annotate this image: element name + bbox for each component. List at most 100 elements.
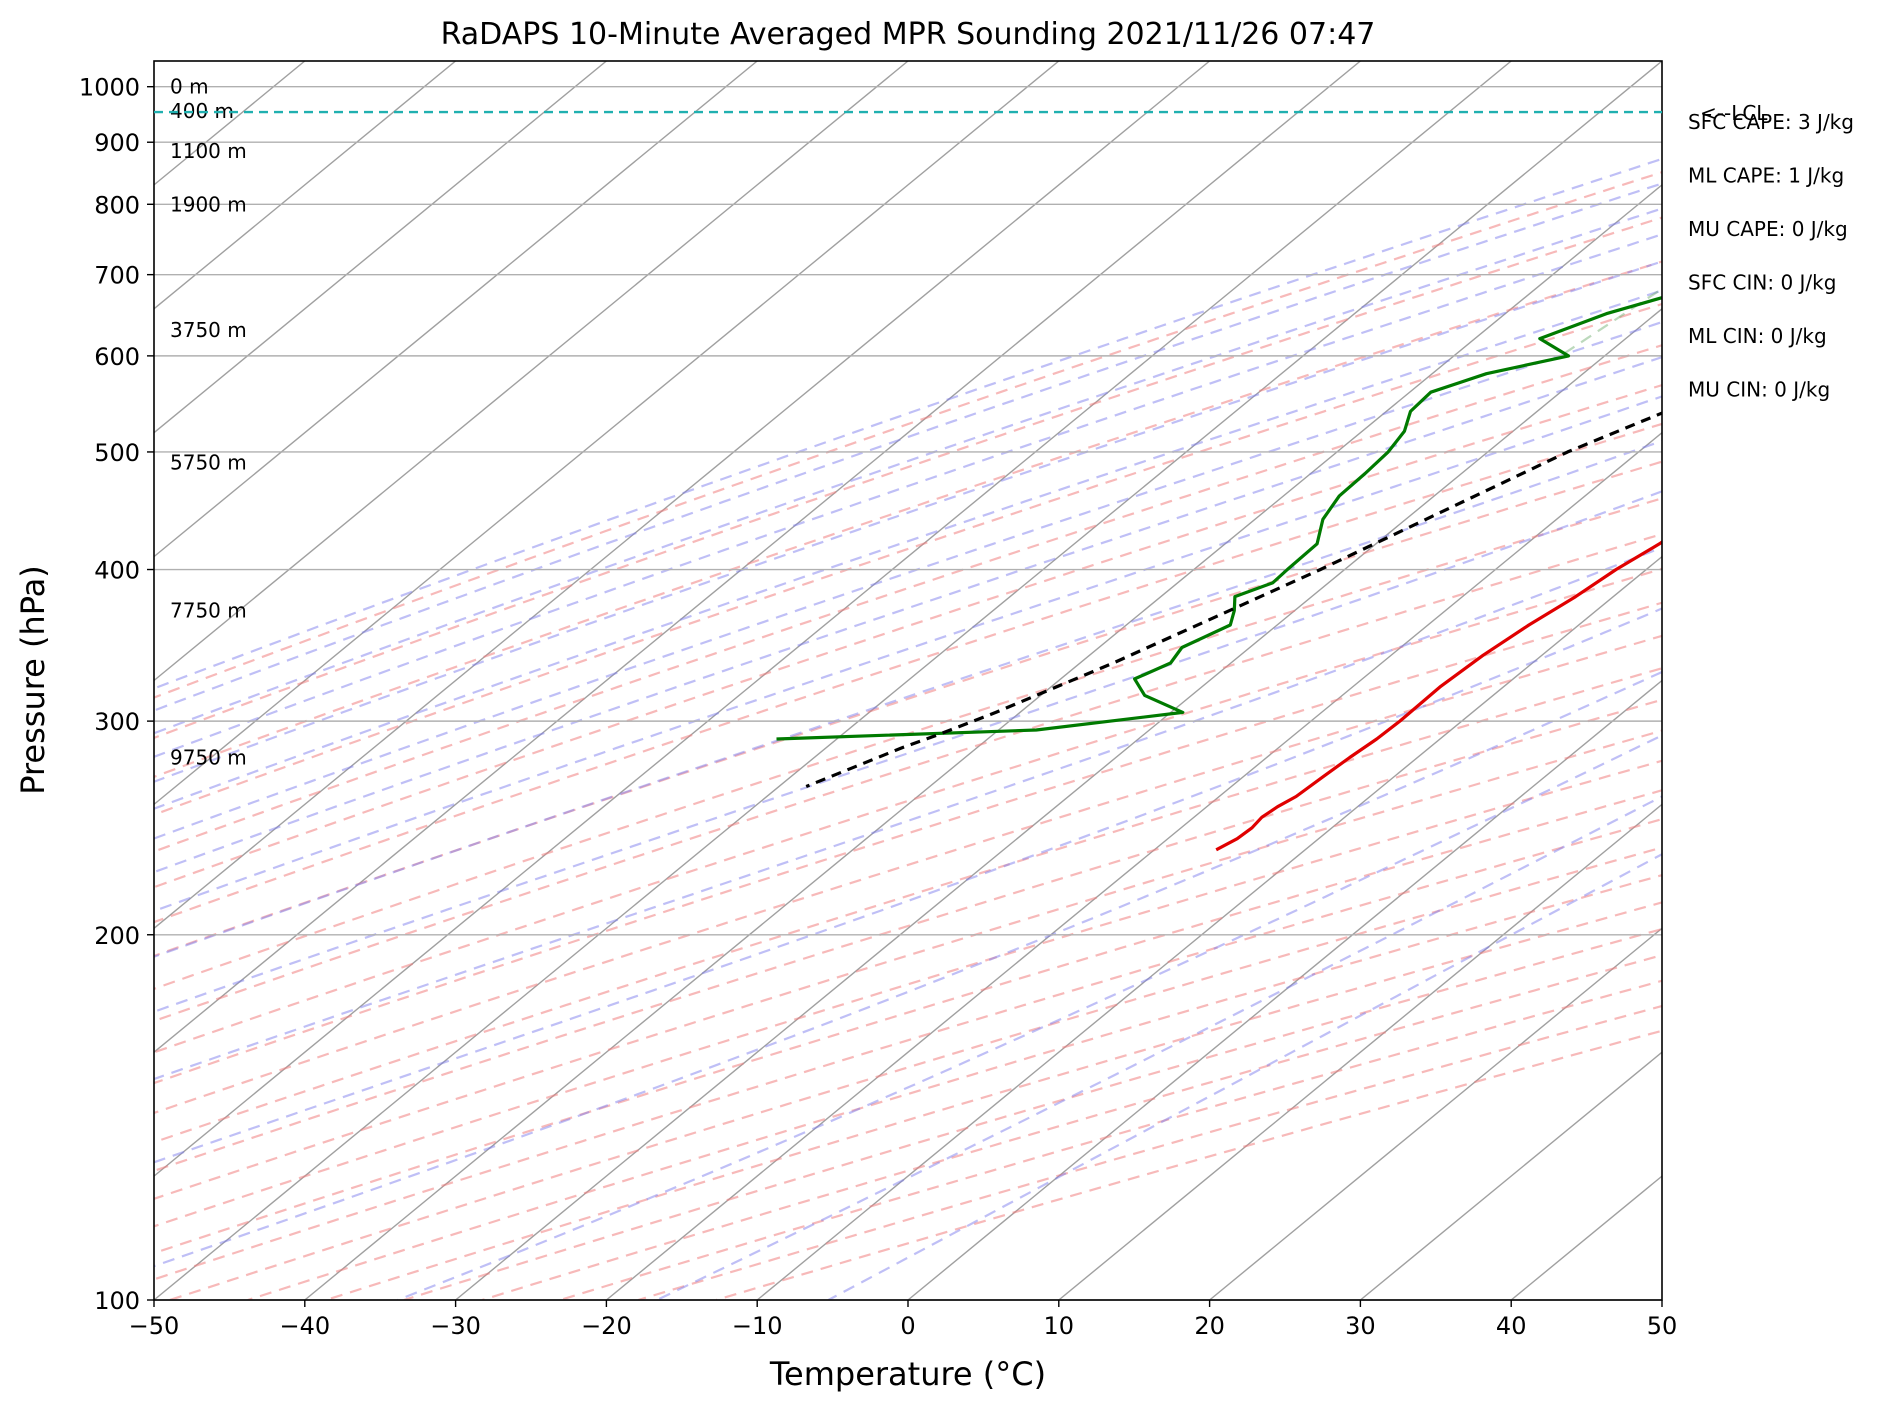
y-tick-label: 500 [94, 439, 140, 467]
dry-adiabat [715, 1029, 1662, 1300]
isotherm [1813, 61, 1882, 1300]
dry-adiabat [559, 979, 1662, 1300]
x-tick-label: 0 [900, 1312, 915, 1340]
isotherm [1661, 1299, 1662, 1300]
x-tick-label: −30 [430, 1312, 481, 1340]
height-label: 3750 m [170, 318, 247, 342]
chart-title: RaDAPS 10-Minute Averaged MPR Sounding 2… [441, 17, 1376, 52]
dry-adiabat [154, 497, 1662, 991]
dry-adiabat [154, 422, 1662, 924]
dry-adiabat [481, 954, 1662, 1300]
y-tick-label: 300 [94, 708, 140, 736]
x-tick-label: −50 [129, 1312, 180, 1340]
parcel-profile [805, 411, 1662, 788]
height-label: 1100 m [170, 139, 247, 163]
dry-adiabat [154, 302, 1662, 816]
x-tick-label: −40 [279, 1312, 330, 1340]
moist-adiabat [154, 670, 1662, 1268]
background-lines [0, 61, 1882, 1300]
y-tick-label: 900 [94, 129, 140, 157]
height-label: 7750 m [170, 599, 247, 623]
dry-adiabat [154, 532, 1662, 1023]
moist-adiabat [154, 439, 1662, 958]
dry-adiabat [403, 927, 1662, 1300]
index-value: SFC CIN: 0 J/kg [1688, 271, 1836, 295]
isotherm [0, 61, 3, 1300]
dry-adiabat [637, 1004, 1662, 1300]
x-tick-label: 40 [1496, 1312, 1527, 1340]
moist-adiabat [154, 490, 1662, 1013]
moist-adiabat [154, 607, 1662, 1164]
profiles [776, 295, 1662, 852]
x-tick-label: 10 [1044, 1312, 1075, 1340]
lcl-label: <--LCL [1700, 101, 1768, 125]
index-value: MU CAPE: 0 J/kg [1688, 217, 1848, 241]
height-label: 0 m [170, 75, 209, 99]
isotherm [154, 61, 1361, 1054]
dry-adiabat [169, 846, 1662, 1300]
index-value: SFC CAPE: 3 J/kg [1688, 110, 1854, 134]
moist-adiabat [154, 289, 1662, 810]
moist-adiabat [154, 260, 1662, 783]
moist-adiabat [154, 355, 1662, 874]
dry-adiabat [325, 901, 1662, 1300]
isotherm [154, 61, 1662, 1300]
dry-adiabat [154, 171, 1662, 699]
isotherm [154, 61, 457, 310]
y-axis-label: Pressure (hPa) [14, 565, 52, 795]
dry-adiabat [154, 260, 1662, 779]
x-tick-label: 20 [1194, 1312, 1225, 1340]
lcl-marker: <--LCL [154, 101, 1768, 125]
mixing-ratio-line [1559, 287, 1662, 357]
isotherm [154, 61, 1211, 930]
isotherm [154, 61, 1512, 1178]
x-tick-label: −10 [732, 1312, 783, 1340]
dry-adiabat [154, 698, 1662, 1173]
isotherm [154, 61, 607, 434]
index-value: ML CAPE: 1 J/kg [1688, 164, 1844, 188]
moist-adiabat [154, 233, 1662, 758]
y-tick-label: 1000 [79, 74, 140, 102]
moist-adiabat [154, 182, 1662, 712]
isotherm [1209, 927, 1662, 1300]
x-axis-ticks: −50 −40 −30 −20 −10 0 10 20 30 40 50 [129, 1300, 1678, 1340]
index-value: MU CIN: 0 J/kg [1688, 378, 1830, 402]
y-tick-label: 100 [94, 1287, 140, 1315]
dry-adiabat [154, 460, 1662, 958]
y-tick-label: 800 [94, 191, 140, 219]
isotherm [756, 555, 1662, 1300]
moist-adiabat [154, 157, 1662, 690]
x-axis-label: Temperature (°C) [769, 1355, 1046, 1393]
dry-adiabat [154, 759, 1662, 1228]
y-axis-ticks: 100 200 300 400 500 600 700 800 900 1000 [79, 74, 154, 1315]
dewpoint-profile [776, 295, 1662, 741]
index-value: ML CIN: 0 J/kg [1688, 324, 1827, 348]
isotherm [1359, 1051, 1662, 1300]
dry-adiabat [154, 729, 1662, 1200]
y-tick-label: 600 [94, 343, 140, 371]
y-tick-label: 400 [94, 557, 140, 585]
x-tick-label: 30 [1345, 1312, 1376, 1340]
isotherm [455, 307, 1662, 1300]
moist-adiabat [154, 320, 1662, 840]
y-tick-label: 200 [94, 922, 140, 950]
temperature-profile [1215, 540, 1662, 852]
dry-adiabat [154, 601, 1662, 1085]
isotherm [154, 61, 1060, 806]
indices-panel: SFC CAPE: 3 J/kg ML CAPE: 1 J/kg MU CAPE: … [1688, 110, 1854, 402]
height-label: 5750 m [170, 451, 247, 475]
x-tick-label: −20 [581, 1312, 632, 1340]
y-tick-label: 700 [94, 262, 140, 290]
isotherm [907, 679, 1662, 1300]
dry-adiabat [154, 216, 1662, 740]
moist-adiabat [154, 546, 1662, 1081]
mixing-ratio-line [1832, 61, 1882, 356]
moist-adiabat [397, 734, 1662, 1300]
isotherm [1058, 803, 1662, 1300]
isotherm [605, 431, 1662, 1300]
dry-adiabat [154, 383, 1662, 889]
x-tick-label: 50 [1647, 1312, 1678, 1340]
isotherm [154, 61, 758, 558]
